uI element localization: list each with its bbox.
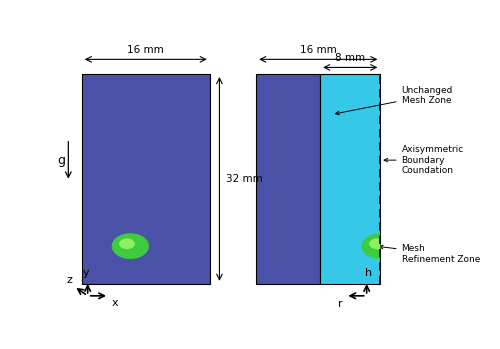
Text: 16 mm: 16 mm <box>300 45 337 54</box>
Text: g: g <box>57 154 65 166</box>
Bar <box>82 74 210 284</box>
Circle shape <box>119 238 135 249</box>
Polygon shape <box>369 238 380 249</box>
Circle shape <box>112 233 149 259</box>
Bar <box>320 74 380 284</box>
Text: r: r <box>338 299 342 309</box>
Text: 16 mm: 16 mm <box>128 45 164 54</box>
Text: Mesh
Refinement Zone: Mesh Refinement Zone <box>380 245 480 264</box>
Text: 8 mm: 8 mm <box>335 53 366 62</box>
Text: y: y <box>82 268 89 278</box>
Text: x: x <box>112 298 118 308</box>
Text: Axisymmetric
Boundary
Coundation: Axisymmetric Boundary Coundation <box>384 145 464 175</box>
Polygon shape <box>362 233 380 259</box>
Text: 32 mm: 32 mm <box>226 174 263 184</box>
Bar <box>256 74 320 284</box>
Text: h: h <box>365 268 372 278</box>
Text: Unchanged
Mesh Zone: Unchanged Mesh Zone <box>336 86 453 115</box>
Text: z: z <box>66 275 72 285</box>
